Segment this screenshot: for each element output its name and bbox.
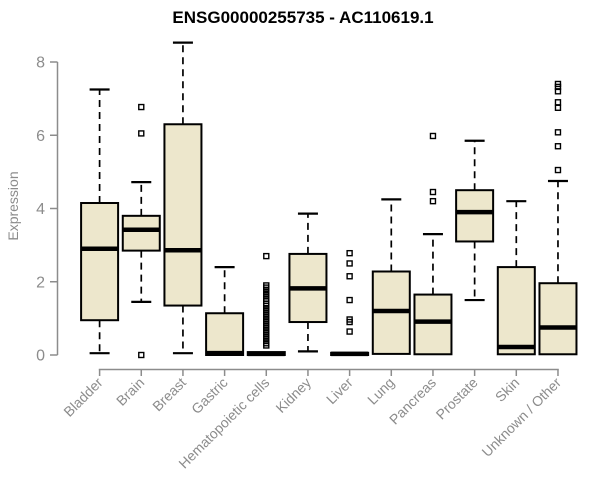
outlier-point [554,129,562,136]
outlier-point [346,318,353,326]
boxplot-prostate [455,139,495,302]
y-tick-label: 2 [36,274,45,291]
boxplot-gastric [205,266,245,356]
boxplot-skin [496,200,536,356]
outlier-point [346,328,353,335]
y-tick-label: 4 [36,201,45,218]
chart-title: ENSG00000255735 - AC110619.1 [172,8,434,27]
outlier-point [263,252,270,260]
x-tick-label-breast: Breast [149,374,189,414]
x-tick-label-prostate: Prostate [433,374,481,422]
outlier-point [554,99,562,106]
y-tick-label: 6 [36,128,45,145]
boxplot-breast [163,41,203,355]
iqr-box [455,189,495,243]
outlier-point [346,260,353,267]
y-tick-label: 8 [36,55,45,72]
boxplot-hematopoietic-cells [246,252,286,357]
x-tick-label-lung: Lung [364,374,397,407]
iqr-box [80,202,120,322]
boxplot-brain [121,103,161,359]
boxplot-lung [371,198,411,355]
iqr-box [205,312,245,356]
x-tick-label-liver: Liver [323,374,356,407]
iqr-box [163,123,203,307]
iqr-box [538,282,578,356]
boxplot-bladder [80,88,120,355]
outlier-point [429,197,437,205]
outlier-point [138,103,145,111]
y-axis: 0 2 4 6 8 [36,55,59,365]
outlier-point [554,104,562,111]
outlier-point [263,342,270,349]
outlier-point [346,296,353,304]
outlier-point [346,273,353,280]
y-tick-label: 0 [36,348,45,365]
boxplot-kidney [288,212,328,353]
outlier-point [429,132,437,140]
x-tick-label-skin: Skin [492,374,523,405]
outlier-point [429,188,437,196]
iqr-box [413,293,453,356]
x-tick-label-kidney: Kidney [272,374,314,416]
boxplot-pancreas [413,132,453,356]
x-tick-label-unknown-other: Unknown / Other [478,374,564,460]
x-tick-label-brain: Brain [113,374,147,408]
outlier-point [554,166,562,174]
outlier-point [554,143,562,150]
iqr-box [121,214,161,252]
outlier-point [138,351,145,359]
boxplot-liver [330,249,370,357]
outlier-point [138,130,145,137]
iqr-box [496,266,536,356]
boxplot-unknown-other [538,80,578,356]
outlier-point [554,88,562,95]
outlier-point [346,249,353,257]
x-tick-label-bladder: Bladder [60,374,106,420]
